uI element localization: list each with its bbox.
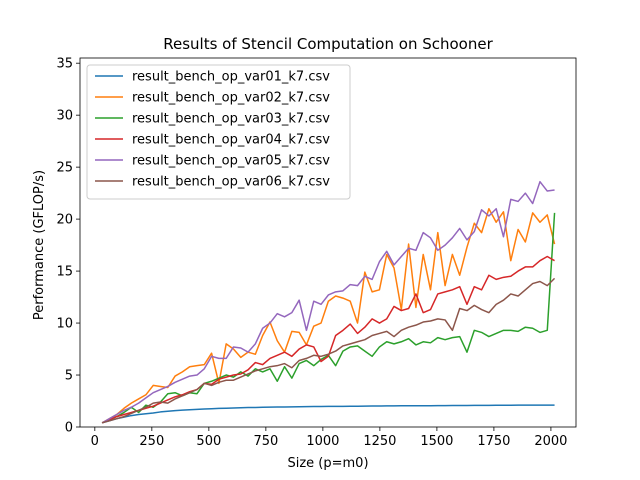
legend-label-6: result_bench_op_var06_k7.csv xyxy=(132,175,330,190)
y-tick-label: 5 xyxy=(65,369,73,384)
x-tick-label: 0 xyxy=(91,434,99,449)
x-tick-label: 500 xyxy=(196,434,221,449)
legend-label-2: result_bench_op_var02_k7.csv xyxy=(132,91,330,106)
axes-layer: 0 250 500 750 1000 1250 1500 1750 2000 0 5 10 15 20 25… xyxy=(56,57,577,449)
y-tick-label: 30 xyxy=(56,109,73,124)
series-line-2 xyxy=(101,207,556,424)
legend-label-1: result_bench_op_var01_k7.csv xyxy=(132,70,330,85)
x-tick-label: 750 xyxy=(253,434,278,449)
x-tick-label: 1750 xyxy=(477,434,510,449)
y-tick-label: 10 xyxy=(56,317,73,332)
x-tick-label: 2000 xyxy=(534,434,567,449)
x-tick-label: 250 xyxy=(139,434,164,449)
x-tick-label: 1000 xyxy=(306,434,339,449)
x-tick-label: 1250 xyxy=(363,434,396,449)
series-line-5 xyxy=(101,180,555,424)
x-axis-label: Size (p=m0) xyxy=(287,456,368,471)
legend-label-4: result_bench_op_var04_k7.csv xyxy=(132,133,330,148)
y-tick-label: 0 xyxy=(65,421,73,436)
y-tick-label: 25 xyxy=(56,161,73,176)
chart-title: Results of Stencil Computation on Schoon… xyxy=(163,35,493,53)
legend-box xyxy=(86,64,351,200)
series-line-1 xyxy=(101,404,555,424)
legend: result_bench_op_var01_k7.csv result_bench… xyxy=(86,64,351,200)
series-layer xyxy=(101,180,556,424)
y-tick-label: 15 xyxy=(56,265,73,280)
legend-label-5: result_bench_op_var05_k7.csv xyxy=(132,154,330,169)
series-line-4 xyxy=(101,255,555,424)
x-tick-label: 1500 xyxy=(420,434,453,449)
y-axis-label: Performance (GFLOP/s) xyxy=(32,170,47,320)
series-line-6 xyxy=(101,277,556,424)
plot-frame xyxy=(79,57,577,428)
y-tick-label: 20 xyxy=(56,213,73,228)
legend-label-3: result_bench_op_var03_k7.csv xyxy=(132,112,330,127)
y-tick-label: 35 xyxy=(56,57,73,72)
